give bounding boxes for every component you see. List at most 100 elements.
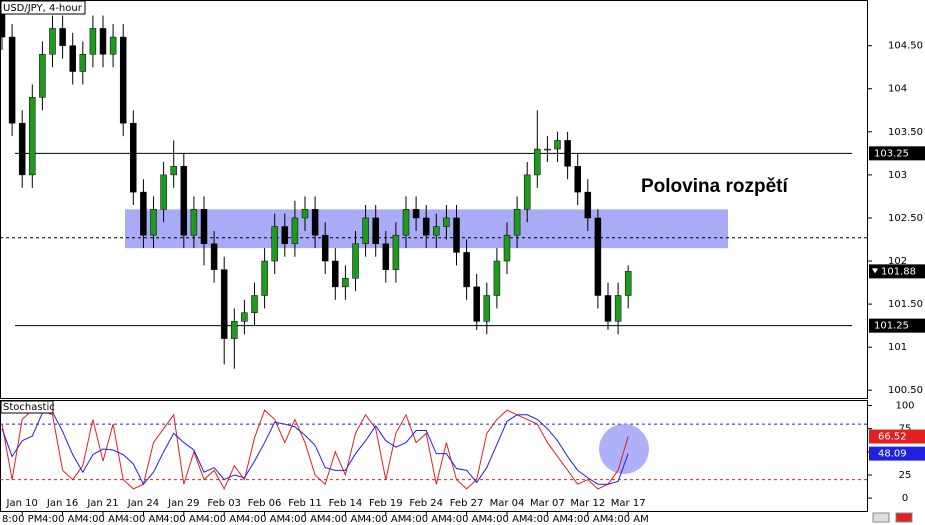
x-time-label: 4:00 AM xyxy=(608,514,649,525)
candle-body xyxy=(604,295,612,322)
candle-body xyxy=(594,217,602,296)
candle-body xyxy=(624,271,632,296)
x-time-label: 4:00 AM xyxy=(325,514,366,525)
candle-body xyxy=(473,286,480,322)
candle-body xyxy=(200,209,208,245)
candle-body xyxy=(231,321,238,339)
level-label-box xyxy=(869,146,925,161)
candle-body xyxy=(119,36,127,124)
candle-body xyxy=(160,174,167,210)
candle-body xyxy=(59,28,66,46)
candle-body xyxy=(29,97,36,176)
x-tick-label: Jan 10 xyxy=(6,498,38,509)
x-time-label: 4:00 AM xyxy=(163,514,204,525)
candle-body xyxy=(130,122,137,193)
x-time-label: 4:00 AM xyxy=(486,514,527,525)
x-tick-label: Feb 27 xyxy=(450,498,484,509)
x-tick-label: Feb 11 xyxy=(288,498,322,509)
candle-body xyxy=(392,234,400,270)
x-time-label: 4:00 AM xyxy=(527,514,568,525)
x-tick-label: Feb 14 xyxy=(329,498,363,509)
candle-body xyxy=(614,295,622,322)
x-tick-label: Feb 06 xyxy=(248,498,282,509)
candle-body xyxy=(241,312,248,322)
candle-body xyxy=(372,217,379,245)
candle-body xyxy=(69,45,76,72)
y-tick-label: 75 xyxy=(899,424,912,435)
x-time-label: 4:00 AM xyxy=(82,514,123,525)
y-tick-label: 102.50 xyxy=(888,213,923,224)
current-price-box xyxy=(869,264,925,279)
current-price-label: 101.88 xyxy=(881,266,916,277)
candle-body xyxy=(18,122,26,176)
candle-body xyxy=(180,166,188,236)
title-box xyxy=(0,0,86,15)
candle-body xyxy=(433,226,440,236)
annotation: Polovina rozpětí xyxy=(641,176,788,197)
panel-title: Stochastic xyxy=(3,402,55,413)
x-time-label: 4:00 AM xyxy=(284,514,325,525)
x-time-label: 4:00 AM xyxy=(446,514,487,525)
candle-body xyxy=(89,28,97,55)
y-tick-label: 104 xyxy=(888,84,907,95)
stochastic-line xyxy=(1,411,629,486)
candle-body xyxy=(382,243,390,270)
candle-body xyxy=(412,209,420,219)
x-tick-label: Mar 04 xyxy=(490,498,525,509)
x-tick-label: Jan 24 xyxy=(127,498,159,509)
candle-body xyxy=(210,243,218,270)
level-label: 103.25 xyxy=(874,148,909,159)
x-time-label: 4:00 AM xyxy=(365,514,406,525)
candle-body xyxy=(564,140,571,167)
x-time-label: 4:00 AM xyxy=(123,514,164,525)
value-label: 66.52 xyxy=(878,432,907,443)
candle-body xyxy=(301,209,309,219)
level-label-box xyxy=(869,318,925,333)
candle-body xyxy=(544,148,551,151)
candle-body xyxy=(362,217,369,245)
value-box xyxy=(869,429,925,444)
candle-body xyxy=(220,269,228,339)
scroll-button[interactable] xyxy=(895,512,913,523)
candle-body xyxy=(140,191,147,236)
candle-body xyxy=(332,260,339,288)
x-tick-label: Mar 17 xyxy=(611,498,646,509)
candle-body xyxy=(39,54,46,98)
candle-body xyxy=(453,217,460,253)
y-tick-label: 25 xyxy=(899,470,912,481)
y-tick-label: 103 xyxy=(888,170,907,181)
candle-body xyxy=(422,217,430,236)
stochastic-panel xyxy=(0,400,868,512)
y-tick-label: 101.50 xyxy=(888,299,923,310)
candle-body xyxy=(281,226,289,245)
y-tick-label: 100.50 xyxy=(888,385,923,396)
x-tick-label: Feb 19 xyxy=(369,498,403,509)
y-tick-label: 102 xyxy=(888,256,907,267)
candle-body xyxy=(523,174,531,210)
title-box xyxy=(0,400,54,414)
candle-body xyxy=(402,209,410,236)
scroll-button[interactable] xyxy=(872,512,890,523)
candle-body xyxy=(503,234,511,262)
candle-body xyxy=(79,54,87,72)
value-label: 48.09 xyxy=(878,449,907,460)
candle-body xyxy=(311,209,319,236)
candle-body xyxy=(342,278,349,288)
candle-body xyxy=(99,28,107,55)
y-tick-label: 0 xyxy=(902,493,908,504)
candle-body xyxy=(271,226,278,262)
x-tick-label: Jan 21 xyxy=(86,498,118,509)
x-time-label: 8:00 PM xyxy=(2,514,42,525)
candle-body xyxy=(584,191,592,219)
candle-body xyxy=(49,28,56,55)
candle-body xyxy=(109,36,117,55)
candle-body xyxy=(554,140,561,150)
x-tick-label: Mar 12 xyxy=(570,498,605,509)
candle-body xyxy=(352,243,359,279)
candle-body xyxy=(8,36,16,124)
y-tick-label: 100 xyxy=(895,401,914,412)
candle-body xyxy=(513,209,521,236)
candle-body xyxy=(483,295,491,322)
